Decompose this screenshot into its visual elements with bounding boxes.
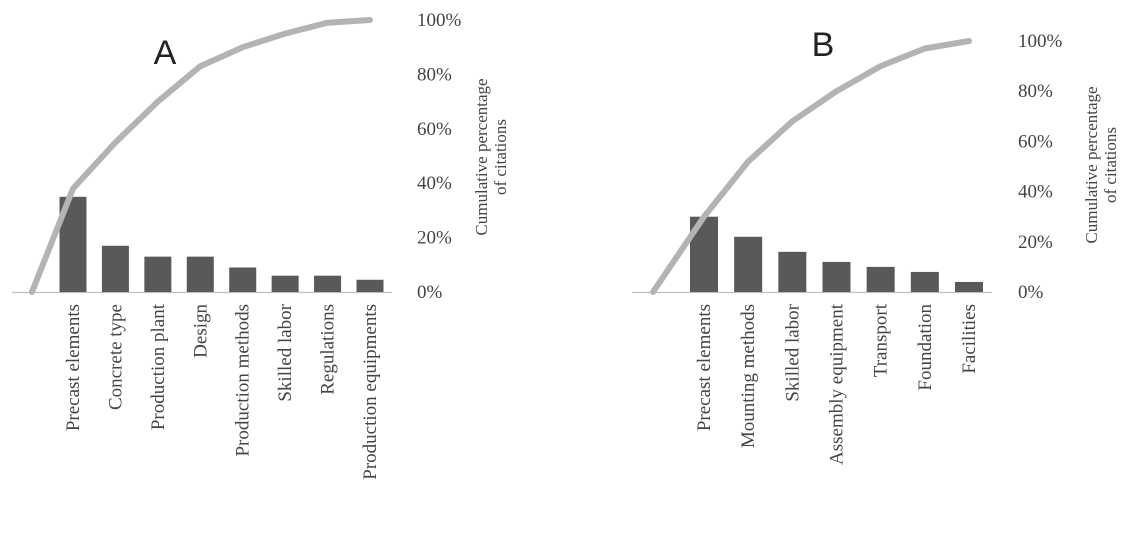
- category-label: Skilled labor: [275, 303, 296, 401]
- y2-axis-title: Cumulative percentage: [1082, 86, 1101, 243]
- cumulative-line: [29, 17, 373, 295]
- category-label: Skilled labor: [782, 303, 803, 401]
- y2-tick-label: 20%: [1018, 232, 1053, 253]
- bar: [229, 267, 257, 292]
- bar: [822, 261, 851, 292]
- y2-tick-label: 60%: [1018, 131, 1053, 152]
- category-label: Concrete type: [105, 304, 126, 410]
- bar: [778, 251, 807, 292]
- y2-tick-label: 40%: [1018, 182, 1053, 203]
- category-label: Precast elements: [63, 304, 84, 431]
- y2-tick-label: 20%: [417, 228, 452, 249]
- bar: [186, 256, 214, 292]
- category-label: Transport: [871, 303, 892, 377]
- y2-tick-label: 40%: [417, 173, 452, 194]
- category-label: Assembly equipment: [827, 303, 848, 465]
- category-label: Production plant: [148, 303, 169, 430]
- y2-tick-label: 100%: [417, 10, 462, 31]
- panel-title: B: [812, 26, 835, 64]
- y2-tick-label: 60%: [417, 119, 452, 140]
- category-label: Production equipments: [360, 304, 381, 480]
- bar: [910, 271, 939, 292]
- y2-tick-label: 80%: [1018, 81, 1053, 102]
- y2-axis-title: of citations: [491, 119, 510, 195]
- y2-tick-label: 80%: [417, 64, 452, 85]
- category-label: Regulations: [318, 304, 339, 395]
- category-label: Facilities: [959, 304, 980, 374]
- y2-tick-label: 0%: [1018, 282, 1044, 303]
- bar: [356, 279, 384, 292]
- y2-axis-title: of citations: [1101, 127, 1120, 203]
- bar: [101, 245, 129, 292]
- category-label: Design: [190, 304, 211, 358]
- bar: [314, 275, 342, 292]
- bar: [734, 236, 763, 292]
- panel-title: A: [154, 34, 177, 72]
- category-label: Production methods: [233, 304, 254, 457]
- y2-tick-label: 100%: [1018, 31, 1063, 52]
- bar: [866, 266, 895, 292]
- bar: [144, 256, 172, 292]
- category-label: Precast elements: [694, 304, 715, 431]
- category-label: Mounting methods: [738, 304, 759, 448]
- bar: [955, 281, 983, 292]
- y2-axis-title: Cumulative percentage: [472, 78, 491, 235]
- cumulative-line: [650, 38, 972, 295]
- y2-tick-label: 0%: [417, 282, 443, 303]
- bar: [271, 275, 299, 292]
- category-label: Foundation: [915, 304, 936, 391]
